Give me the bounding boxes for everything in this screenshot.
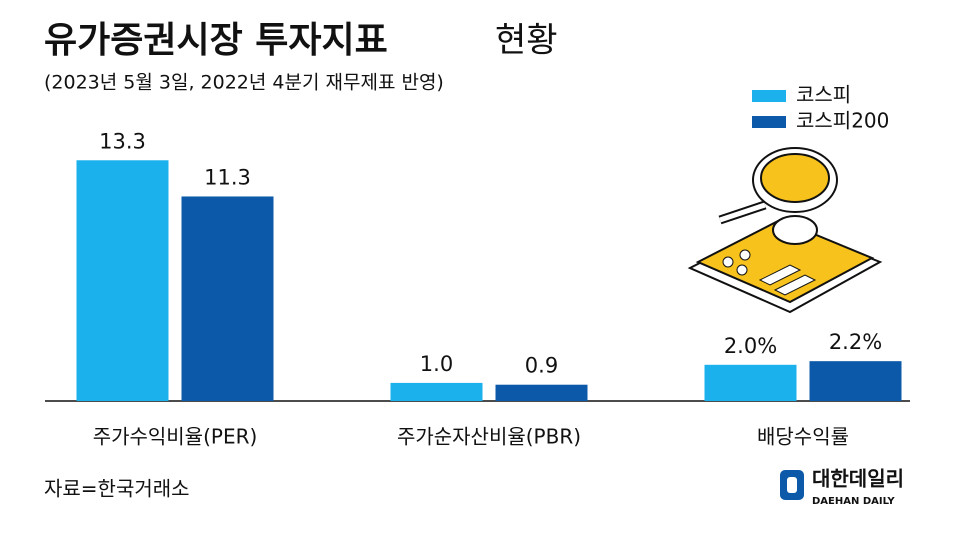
bar-value-label: 1.0	[420, 352, 453, 376]
bar	[390, 382, 483, 401]
bar-value-label: 2.0%	[724, 334, 777, 358]
logo: 대한데일리 DAEHAN DAILY	[780, 467, 904, 507]
legend-label: 코스피200	[796, 109, 889, 133]
chart-subtitle: (2023년 5월 3일, 2022년 4분기 재무제표 반영)	[44, 72, 444, 94]
chart-title: 유가증권시장 투자지표	[44, 20, 388, 61]
legend-label: 코스피	[796, 83, 851, 107]
legend-swatch	[752, 116, 786, 128]
x-tick-label: 배당수익률	[757, 425, 849, 449]
illustration	[687, 147, 883, 314]
legend-swatch	[752, 90, 786, 102]
logo-sub: DAEHAN DAILY	[812, 496, 895, 507]
x-tick-label: 주가순자산비율(PBR)	[397, 425, 581, 449]
bar	[704, 364, 797, 401]
bar-value-label: 13.3	[99, 129, 146, 153]
bar	[76, 160, 169, 401]
logo-text: 대한데일리	[812, 467, 904, 491]
bar	[809, 361, 902, 401]
x-tick-label: 주가수익비율(PER)	[93, 425, 258, 449]
bar-value-label: 0.9	[525, 354, 558, 378]
bar	[495, 384, 588, 401]
bar-value-label: 2.2%	[829, 330, 882, 354]
bar	[181, 196, 274, 401]
chart-title-suffix: 현황	[495, 21, 558, 61]
source: 자료=한국거래소	[44, 477, 190, 501]
bar-value-label: 11.3	[204, 165, 251, 189]
